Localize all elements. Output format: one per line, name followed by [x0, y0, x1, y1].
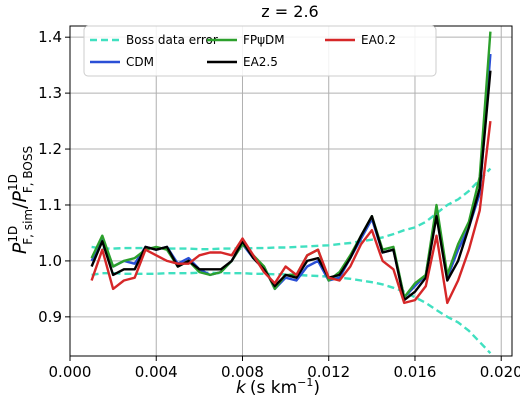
chart-title: z = 2.6	[261, 2, 318, 21]
series-line-3	[90, 70, 492, 302]
grid	[69, 26, 512, 356]
y-tick-label: 1.0	[38, 252, 62, 270]
series-layer	[90, 31, 492, 355]
x-tick-label: 0.012	[307, 363, 350, 381]
y-tick-label: 1.4	[38, 28, 62, 46]
legend-label-2: FPψDM	[243, 33, 285, 47]
series-line-4	[90, 120, 492, 305]
x-tick-label: 0.004	[135, 363, 178, 381]
x-axis-label-symbol: k	[236, 378, 247, 398]
y-axis-label-slash: /	[9, 202, 31, 209]
x-axis-label-exponent: −1	[297, 376, 313, 389]
tick-labels: 0.000 0.004 0.008 0.012 0.016 0.020 0.9 1.0 1.1 1…	[38, 28, 520, 381]
y-axis-label: P1DF, sim/P1DF, BOSS	[6, 146, 35, 254]
y-axis-label-sup1: 1D	[6, 226, 20, 243]
legend-label-0: Boss data error	[126, 33, 218, 47]
x-tick-label: 0.020	[480, 363, 520, 381]
ticks	[65, 36, 502, 361]
y-axis-label-sup2: 1D	[6, 174, 20, 191]
y-tick-label: 1.1	[38, 196, 62, 214]
x-tick-label: 0.000	[49, 363, 92, 381]
x-axis-label-unit: (s km	[250, 378, 297, 398]
x-axis-label: k (s km−1)	[236, 376, 320, 398]
x-axis-label-close: )	[313, 378, 320, 398]
legend-label-3: EA2.5	[243, 55, 278, 69]
legend-box	[83, 25, 437, 77]
series-line-2	[90, 31, 492, 299]
y-axis-label-sub1: F, sim	[21, 209, 35, 245]
y-axis-label-p2: P	[9, 191, 31, 203]
legend: Boss data error CDM FPψDM EA2.5 EA0.2	[83, 25, 437, 77]
x-tick-label: 0.016	[393, 363, 436, 381]
legend-label-1: CDM	[126, 55, 154, 69]
svg-text:P1DF, sim/P1DF, BOSS: P1DF, sim/P1DF, BOSS	[6, 146, 35, 254]
y-axis-label-sub2: F, BOSS	[21, 146, 35, 193]
y-tick-label: 1.2	[38, 140, 62, 158]
y-axis-label-p1: P	[9, 242, 31, 254]
legend-label-4: EA0.2	[361, 33, 396, 47]
x-tick-label: 0.008	[221, 363, 264, 381]
y-tick-label: 0.9	[38, 308, 62, 326]
y-tick-label: 1.3	[38, 84, 62, 102]
